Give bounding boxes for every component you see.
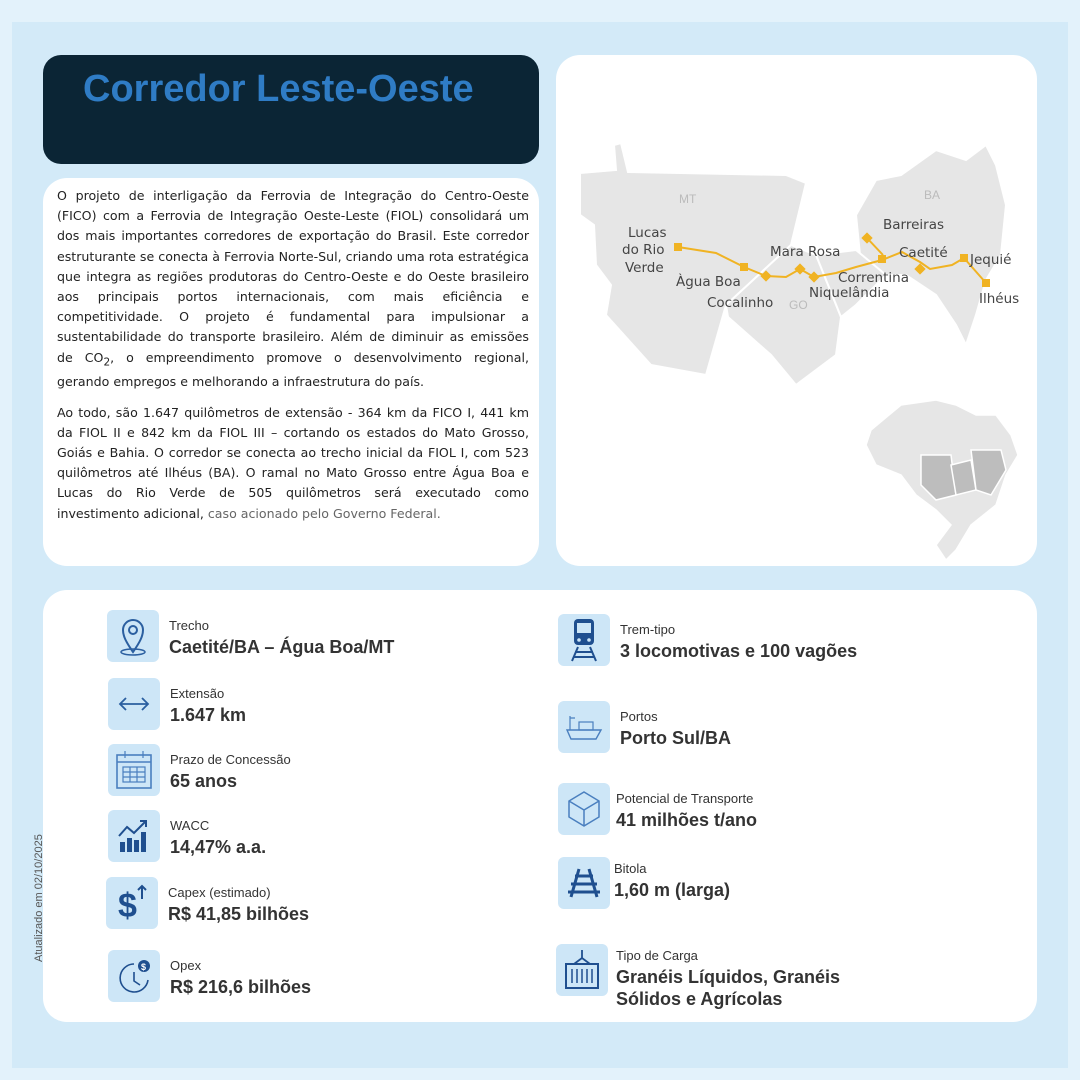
stat-value: 1,60 m (larga) bbox=[614, 880, 731, 900]
stat-label: Potencial de Transporte bbox=[616, 791, 754, 806]
stat-prazo: Prazo de Concessão 65 anos bbox=[108, 744, 291, 796]
city-lucas: Lucas bbox=[628, 225, 667, 241]
dollar-up-icon: $ bbox=[106, 877, 158, 929]
map-card: MT GO BA Lucas do Rio Verde Àgua Boa Coc… bbox=[556, 55, 1037, 566]
stat-label: Extensão bbox=[170, 686, 225, 701]
stat-trem: Trem-tipo 3 locomotivas e 100 vagões bbox=[558, 614, 857, 666]
co2-subscript: 2 bbox=[103, 356, 111, 369]
stat-value: Porto Sul/BA bbox=[620, 728, 731, 748]
state-go-east bbox=[814, 248, 888, 319]
container-icon bbox=[556, 944, 608, 996]
city-verde: Verde bbox=[625, 260, 664, 276]
city-barreiras: Barreiras bbox=[883, 217, 944, 233]
station-marker bbox=[808, 271, 820, 283]
p1-text-end: , o empreendimento promove o desenvolvim… bbox=[57, 349, 530, 390]
p2-text-grey: caso acionado pelo Governo Federal. bbox=[203, 505, 441, 521]
page-title: Corredor Leste-Oeste bbox=[83, 68, 474, 110]
calendar-icon bbox=[108, 744, 160, 796]
double-arrow-icon bbox=[108, 678, 160, 730]
svg-text:$: $ bbox=[118, 887, 137, 923]
stat-value: 1.647 km bbox=[170, 705, 247, 725]
city-caetite: Caetité bbox=[899, 245, 948, 261]
stat-value: Caetité/BA – Água Boa/MT bbox=[169, 637, 395, 657]
state-label-go: GO bbox=[789, 298, 808, 312]
corridor-map: MT GO BA Lucas do Rio Verde Àgua Boa Coc… bbox=[579, 141, 1019, 562]
station-marker bbox=[914, 263, 926, 275]
stat-label: WACC bbox=[170, 818, 210, 833]
stat-label: Bitola bbox=[614, 861, 647, 876]
stat-value: 14,47% a.a. bbox=[170, 837, 267, 857]
stat-value: Granéis Líquidos, Granéis Sólidos e Agrí… bbox=[616, 967, 841, 1009]
stat-label: Capex (estimado) bbox=[168, 885, 271, 900]
description-paragraph-2: Ao todo, são 1.647 quilômetros de extens… bbox=[57, 403, 529, 524]
city-jequie: Jequié bbox=[969, 252, 1011, 268]
stat-label: Trecho bbox=[169, 618, 209, 633]
stat-value: R$ 41,85 bilhões bbox=[168, 904, 310, 924]
description-card: O projeto de interligação da Ferrovia de… bbox=[43, 178, 539, 566]
city-cocalinho: Cocalinho bbox=[707, 295, 773, 311]
station-marker bbox=[861, 232, 873, 244]
city-mara-rosa: Mara Rosa bbox=[770, 244, 840, 260]
stat-trecho: Trecho Caetité/BA – Água Boa/MT bbox=[107, 610, 394, 662]
stat-label: Opex bbox=[170, 958, 202, 973]
box-icon bbox=[558, 783, 610, 835]
state-ba bbox=[854, 143, 1008, 348]
stat-value: 3 locomotivas e 100 vagões bbox=[620, 641, 858, 661]
stat-label: Tipo de Carga bbox=[616, 948, 698, 963]
stat-wacc: WACC 14,47% a.a. bbox=[108, 810, 266, 862]
stats-card bbox=[43, 590, 1037, 1022]
stat-carga: Tipo de Carga Granéis Líquidos, Granéis S… bbox=[556, 944, 856, 1010]
city-niquelandia: Niquelândia bbox=[809, 285, 889, 301]
city-agua-boa: Àgua Boa bbox=[676, 273, 741, 290]
station-marker bbox=[960, 254, 968, 262]
station-marker bbox=[760, 270, 772, 282]
location-pin-icon bbox=[107, 610, 159, 662]
svg-text:$: $ bbox=[141, 962, 146, 972]
stat-label: Trem-tipo bbox=[620, 622, 676, 637]
station-marker bbox=[794, 263, 806, 275]
stat-label: Prazo de Concessão bbox=[170, 752, 291, 767]
city-correntina: Correntina bbox=[838, 270, 909, 286]
city-do-rio: do Rio bbox=[622, 242, 665, 258]
stat-extensao: Extensão 1.647 km bbox=[108, 678, 246, 730]
stat-value: R$ 216,6 bilhões bbox=[170, 977, 312, 997]
station-marker bbox=[740, 263, 748, 271]
growth-chart-icon bbox=[108, 810, 160, 862]
stat-value: 41 milhões t/ano bbox=[616, 810, 758, 830]
clock-dollar-icon: $ bbox=[108, 950, 160, 1002]
train-icon bbox=[558, 614, 610, 666]
station-marker bbox=[674, 243, 682, 251]
stat-opex: $ Opex R$ 216,6 bilhões bbox=[108, 950, 311, 1002]
state-label-ba: BA bbox=[924, 188, 940, 202]
p2-text: Ao todo, são 1.647 quilômetros de extens… bbox=[57, 404, 529, 521]
stat-label: Portos bbox=[620, 709, 658, 724]
title-banner: Corredor Leste-Oeste bbox=[43, 55, 539, 164]
description-paragraph-1: O projeto de interligação da Ferrovia de… bbox=[57, 186, 529, 393]
rail-track-icon bbox=[558, 857, 610, 909]
ship-icon bbox=[558, 701, 610, 753]
railway-route bbox=[677, 246, 987, 284]
station-marker bbox=[878, 255, 886, 263]
stat-bitola: Bitola 1,60 m (larga) bbox=[558, 857, 730, 909]
state-label-mt: MT bbox=[679, 192, 697, 206]
city-ilheus: Ilhéus bbox=[979, 291, 1019, 307]
station-marker bbox=[982, 279, 990, 287]
stat-portos: Portos Porto Sul/BA bbox=[558, 701, 731, 753]
p1-text: O projeto de interligação da Ferrovia de… bbox=[57, 188, 529, 365]
stat-capex: $ Capex (estimado) R$ 41,85 bilhões bbox=[106, 877, 309, 929]
stat-value: 65 anos bbox=[170, 771, 238, 791]
brazil-locator-map bbox=[865, 399, 1019, 562]
stat-potencial: Potencial de Transporte 41 milhões t/ano bbox=[558, 783, 757, 835]
